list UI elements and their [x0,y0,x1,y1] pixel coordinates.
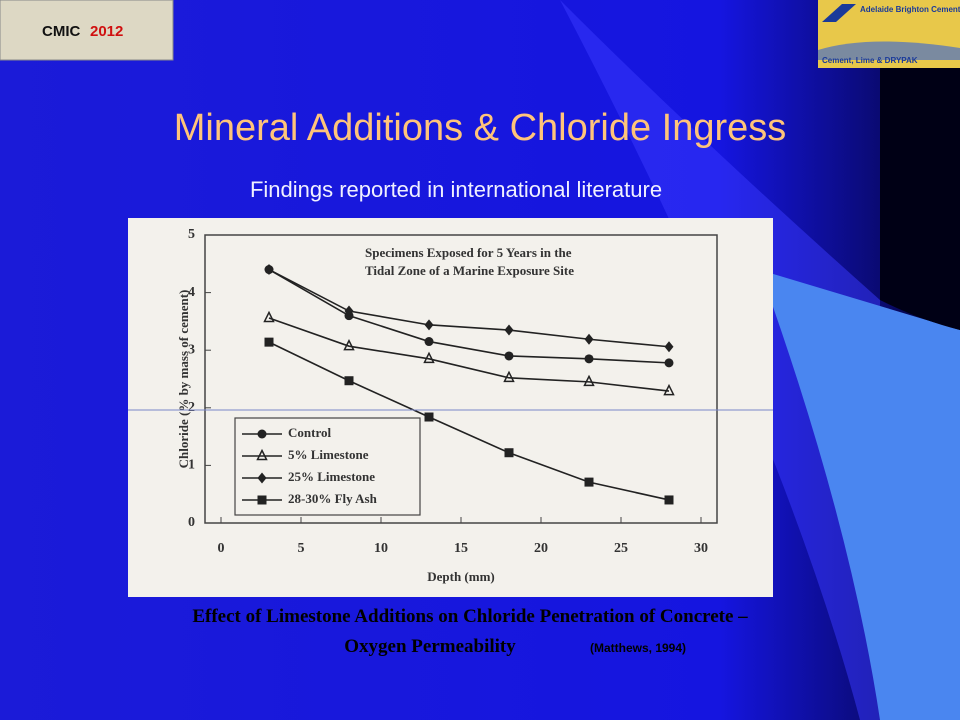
marker [663,383,675,396]
x-tick-label: 0 [218,541,225,556]
marker [264,264,274,276]
marker [664,358,674,368]
x-tick-label: 10 [374,541,388,556]
marker [264,337,274,347]
x-tick-label: 20 [534,541,548,556]
y-tick-label: 3 [188,342,195,357]
legend-label: 25% Limestone [288,469,375,484]
y-axis-label: Chloride (% by mass of cement) [176,290,191,469]
y-tick-label: 0 [188,515,195,530]
legend-label: Control [288,425,331,440]
badge-year: 2012 [90,23,123,40]
marker [504,324,514,336]
x-tick-label: 15 [454,541,468,556]
legend-marker [256,448,268,461]
legend-label: 5% Limestone [288,447,369,462]
chart: 0 1 2 3 4 5 0 5 10 15 20 25 30 Depth (mm) Chloride (% … [176,227,718,584]
legend-marker [257,472,267,484]
x-tick-label: 5 [298,541,305,556]
series-line [268,268,670,364]
title: Mineral Additions & Chloride Ingress [174,107,787,149]
marker [504,351,514,361]
badge [0,0,174,61]
marker [664,495,674,505]
y-tick-label: 4 [188,285,195,300]
x-tick-label: 30 [694,541,708,556]
marker [424,337,434,347]
x-tick-label: 25 [614,541,628,556]
x-axis-label: Depth (mm) [427,569,495,584]
marker [424,412,434,422]
marker [263,310,275,323]
caption: Effect of Limestone Additions on Chlorid… [192,606,748,657]
marker [424,319,434,331]
dark-band [880,0,960,330]
marker [583,374,595,387]
legend-marker [257,495,267,505]
swoosh [760,270,960,720]
y-tick-label: 1 [188,458,195,473]
series-line [268,341,670,501]
legend-label: 28-30% Fly Ash [288,491,378,506]
marker [584,354,594,364]
citation: (Matthews, 1994) [590,641,686,655]
marker [584,477,594,487]
logo-mountain [818,41,960,60]
marker [344,305,354,317]
subtitle: Findings reported in international liter… [250,177,662,202]
y-tick-label: 2 [188,400,195,415]
series-line [268,317,670,392]
marker [343,338,355,351]
marker [423,351,435,364]
annotation: Tidal Zone of a Marine Exposure Site [365,263,574,278]
legend [234,417,421,516]
legend-marker [257,429,267,439]
series-line [268,268,670,348]
badge-name: CMIC [42,23,80,40]
y-tick-label: 5 [188,227,195,242]
logo-brand: Adelaide Brighton Cement [860,5,960,14]
chart-image [128,218,773,597]
marker [504,448,514,458]
marker [503,370,515,383]
logo-tagline: Cement, Lime & DRYPAK [822,56,918,65]
annotation: Specimens Exposed for 5 Years in the [365,245,572,260]
logo-mark [822,4,856,22]
marker [584,333,594,345]
marker [344,376,354,386]
marker [664,341,674,353]
